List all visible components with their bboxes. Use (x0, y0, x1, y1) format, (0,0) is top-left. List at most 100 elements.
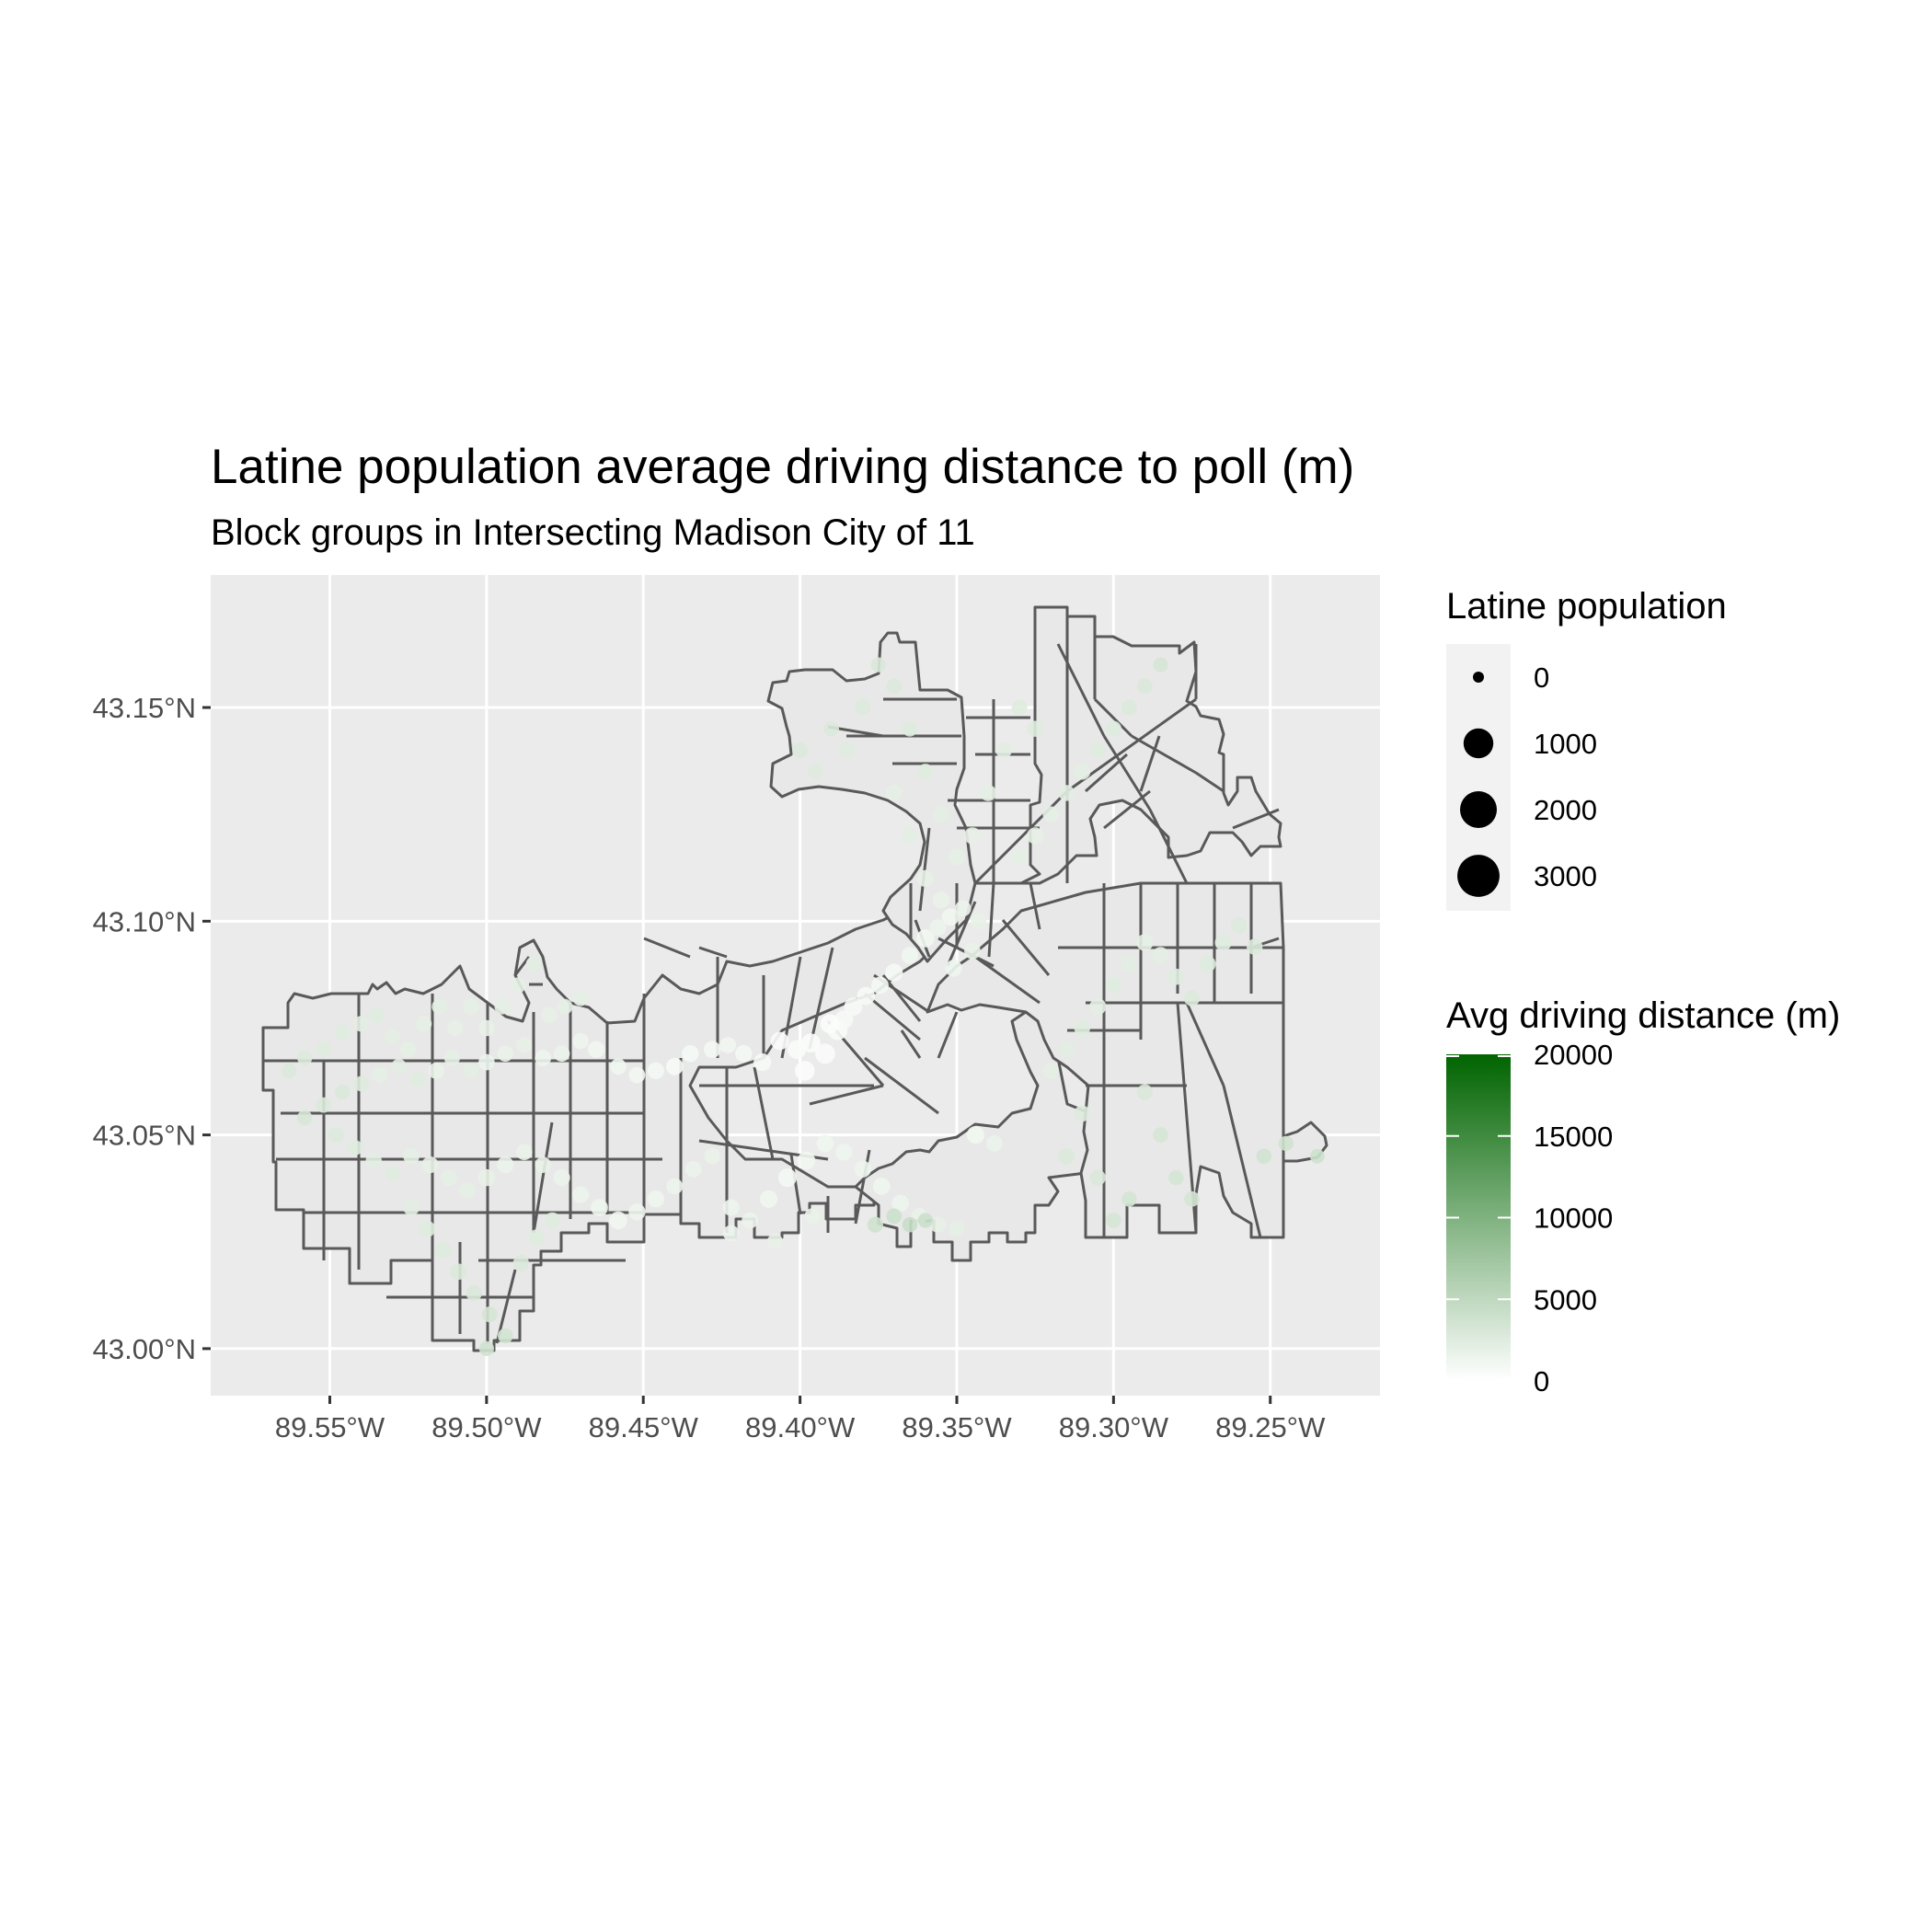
population-point (949, 1221, 965, 1237)
population-point (1042, 806, 1059, 822)
population-point (753, 1053, 772, 1072)
population-point (334, 1024, 351, 1041)
population-point (1058, 1041, 1075, 1058)
population-point (528, 1229, 546, 1246)
population-point (867, 1216, 884, 1233)
population-point (1027, 827, 1044, 845)
population-point (463, 998, 479, 1015)
population-point (1106, 1213, 1121, 1228)
population-point (902, 720, 918, 737)
population-point (945, 960, 962, 977)
population-point (792, 742, 808, 758)
population-point (902, 827, 918, 845)
population-point (419, 1220, 436, 1237)
population-point (816, 1134, 834, 1153)
population-point (759, 1190, 778, 1208)
population-point (316, 1041, 332, 1057)
chart-subtitle: Block groups in Intersecting Madison Cit… (211, 512, 975, 553)
population-point (647, 1190, 665, 1208)
population-point (535, 1156, 551, 1173)
population-point (428, 1063, 445, 1079)
population-point (1121, 955, 1138, 972)
population-point (682, 1045, 699, 1063)
population-point (369, 1007, 385, 1023)
population-point (955, 900, 972, 917)
population-point (666, 1178, 684, 1195)
population-point (1137, 678, 1153, 695)
population-point (872, 1178, 891, 1195)
population-point (353, 1016, 370, 1032)
population-point (964, 942, 981, 960)
y-tick-label: 43.00°N (93, 1333, 196, 1365)
population-point (385, 1165, 401, 1181)
population-point (1230, 917, 1248, 934)
y-tick-label: 43.05°N (93, 1120, 196, 1152)
population-point (742, 1212, 758, 1229)
population-point (835, 1144, 853, 1161)
population-points (281, 657, 1325, 1356)
population-point (1027, 720, 1043, 737)
population-point (1089, 998, 1107, 1016)
population-point (1058, 1148, 1075, 1165)
population-point (572, 990, 589, 1006)
population-point (510, 977, 526, 994)
population-point (932, 891, 950, 909)
x-tick-label: 89.30°W (1059, 1411, 1169, 1443)
population-point (1168, 1169, 1184, 1186)
population-point (886, 678, 903, 695)
population-point (477, 1168, 496, 1187)
x-tick-label: 89.25°W (1215, 1411, 1326, 1443)
population-point (372, 1067, 388, 1084)
population-point (808, 764, 823, 780)
population-point (421, 1156, 439, 1174)
population-point (980, 785, 996, 801)
population-point (788, 1040, 807, 1059)
population-point (431, 998, 448, 1015)
population-point (1011, 699, 1028, 716)
population-point (1136, 1084, 1153, 1100)
population-point (704, 1148, 720, 1165)
population-point (820, 1014, 840, 1034)
population-point (541, 1006, 558, 1024)
population-point (572, 1032, 589, 1050)
population-point (844, 997, 863, 1017)
population-point (823, 720, 839, 737)
population-point (801, 1033, 821, 1052)
population-point (512, 1255, 529, 1271)
population-point (704, 1041, 721, 1058)
y-tick-label: 43.10°N (93, 905, 196, 937)
legend-size-key (1463, 728, 1494, 759)
population-point (403, 1199, 420, 1216)
population-point (571, 1186, 590, 1203)
population-point (463, 1063, 479, 1079)
population-point (447, 1019, 464, 1037)
legend-size-label: 0 (1534, 661, 1549, 694)
x-tick-label: 89.50°W (431, 1411, 542, 1443)
population-point (1247, 938, 1263, 955)
population-point (535, 1050, 552, 1066)
population-point (917, 1213, 934, 1228)
population-point (515, 1144, 533, 1161)
population-point (481, 1306, 498, 1323)
population-point (416, 1016, 432, 1032)
population-point (1089, 742, 1107, 759)
legend-size-title: Latine population (1446, 586, 1727, 627)
population-point (886, 1208, 903, 1225)
population-point (443, 1050, 460, 1066)
population-point (1199, 955, 1216, 972)
population-point (735, 1045, 753, 1063)
population-point (885, 963, 903, 982)
x-tick-label: 89.35°W (902, 1411, 1012, 1443)
legend-size-label: 3000 (1534, 860, 1597, 892)
population-point (902, 1216, 918, 1233)
population-point (478, 1053, 495, 1071)
population-point (297, 1050, 313, 1066)
population-point (628, 1203, 646, 1221)
population-point (1256, 1148, 1272, 1165)
population-point (409, 1071, 426, 1087)
population-point (441, 1169, 457, 1186)
population-point (948, 848, 966, 866)
population-point (1184, 1190, 1200, 1207)
population-point (804, 1208, 821, 1225)
population-point (385, 1029, 400, 1045)
